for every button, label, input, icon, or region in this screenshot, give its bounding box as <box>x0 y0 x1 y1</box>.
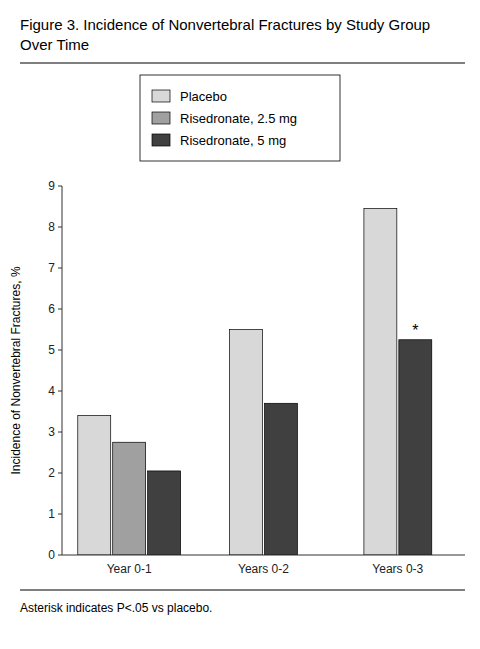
legend-label: Risedronate, 5 mg <box>180 133 286 148</box>
y-axis <box>62 186 63 555</box>
x-tick-label: Years 0-3 <box>372 562 423 576</box>
y-tick-label: 7 <box>48 261 55 275</box>
legend-swatch <box>152 112 170 124</box>
y-tick-label: 5 <box>48 343 55 357</box>
y-tick-label: 4 <box>48 384 55 398</box>
y-tick <box>58 350 62 351</box>
y-tick <box>58 473 62 474</box>
legend-label: Risedronate, 2.5 mg <box>180 111 297 126</box>
legend-box <box>140 75 340 161</box>
bar <box>364 209 397 555</box>
x-tick-label: Year 0-1 <box>107 562 152 576</box>
y-tick-label: 6 <box>48 302 55 316</box>
title: Figure 3. Incidence of Nonvertebral Frac… <box>20 16 430 53</box>
chart: Figure 3. Incidence of Nonvertebral Frac… <box>0 0 480 649</box>
bar <box>399 340 432 555</box>
legend: Placebo Risedronate, 2.5 mg Risedronate, 5… <box>140 75 340 161</box>
legend-swatch <box>152 90 170 102</box>
footnote: Asterisk indicates P<.05 vs placebo. <box>20 601 212 615</box>
y-tick-label: 0 <box>48 548 55 562</box>
y-tick-label: 1 <box>48 507 55 521</box>
x-axis <box>62 555 465 556</box>
bar <box>113 442 146 555</box>
y-tick <box>58 268 62 269</box>
annotation: * <box>412 322 418 339</box>
y-axis-label: Incidence of Nonvertebral Fractures, % <box>9 266 23 474</box>
separator <box>20 62 465 63</box>
y-tick <box>58 432 62 433</box>
bar <box>148 471 181 555</box>
y-tick-label: 8 <box>48 220 55 234</box>
y-tick <box>58 555 62 556</box>
y-tick <box>58 186 62 187</box>
y-tick <box>58 227 62 228</box>
x-tick-label: Years 0-2 <box>238 562 289 576</box>
y-tick <box>58 309 62 310</box>
legend-swatch <box>152 134 170 146</box>
bar <box>265 403 298 555</box>
y-tick-label: 9 <box>48 179 55 193</box>
bar <box>230 330 263 556</box>
y-tick <box>58 391 62 392</box>
bars <box>78 209 432 555</box>
y-tick <box>58 514 62 515</box>
y-tick-label: 3 <box>48 425 55 439</box>
legend-label: Placebo <box>180 89 227 104</box>
bar <box>78 416 111 555</box>
separator <box>20 590 465 591</box>
y-tick-label: 2 <box>48 466 55 480</box>
